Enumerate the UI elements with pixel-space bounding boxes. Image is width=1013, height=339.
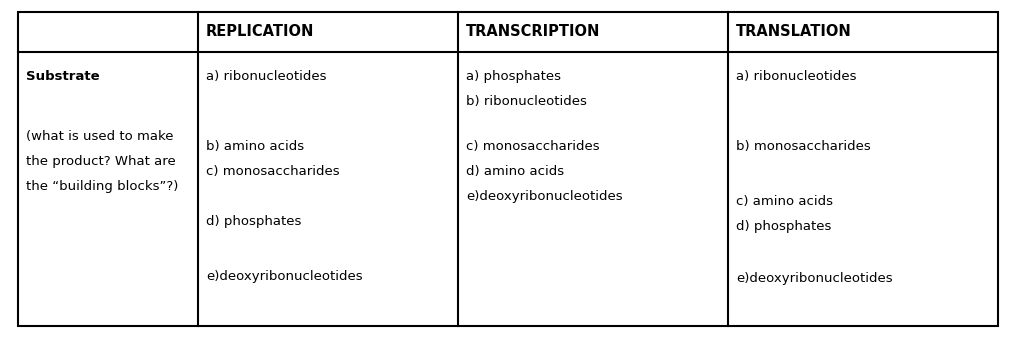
Text: a) phosphates: a) phosphates bbox=[466, 70, 561, 83]
Text: REPLICATION: REPLICATION bbox=[206, 24, 314, 40]
Text: d) phosphates: d) phosphates bbox=[736, 220, 832, 233]
Text: Substrate: Substrate bbox=[26, 70, 99, 83]
Text: a) ribonucleotides: a) ribonucleotides bbox=[206, 70, 326, 83]
Text: (what is used to make: (what is used to make bbox=[26, 130, 173, 143]
Text: TRANSLATION: TRANSLATION bbox=[736, 24, 852, 40]
Text: c) monosaccharides: c) monosaccharides bbox=[466, 140, 600, 153]
Text: d) phosphates: d) phosphates bbox=[206, 215, 302, 228]
Text: the “building blocks”?): the “building blocks”?) bbox=[26, 180, 178, 193]
Text: d) amino acids: d) amino acids bbox=[466, 165, 564, 178]
Text: b) amino acids: b) amino acids bbox=[206, 140, 304, 153]
Text: e)deoxyribonucleotides: e)deoxyribonucleotides bbox=[736, 272, 892, 285]
Text: e)deoxyribonucleotides: e)deoxyribonucleotides bbox=[206, 270, 363, 283]
Text: b) monosaccharides: b) monosaccharides bbox=[736, 140, 871, 153]
Text: e)deoxyribonucleotides: e)deoxyribonucleotides bbox=[466, 190, 623, 203]
Text: the product? What are: the product? What are bbox=[26, 155, 175, 168]
Text: c) monosaccharides: c) monosaccharides bbox=[206, 165, 339, 178]
Text: b) ribonucleotides: b) ribonucleotides bbox=[466, 95, 587, 108]
Text: c) amino acids: c) amino acids bbox=[736, 195, 833, 208]
Text: a) ribonucleotides: a) ribonucleotides bbox=[736, 70, 857, 83]
Text: TRANSCRIPTION: TRANSCRIPTION bbox=[466, 24, 601, 40]
